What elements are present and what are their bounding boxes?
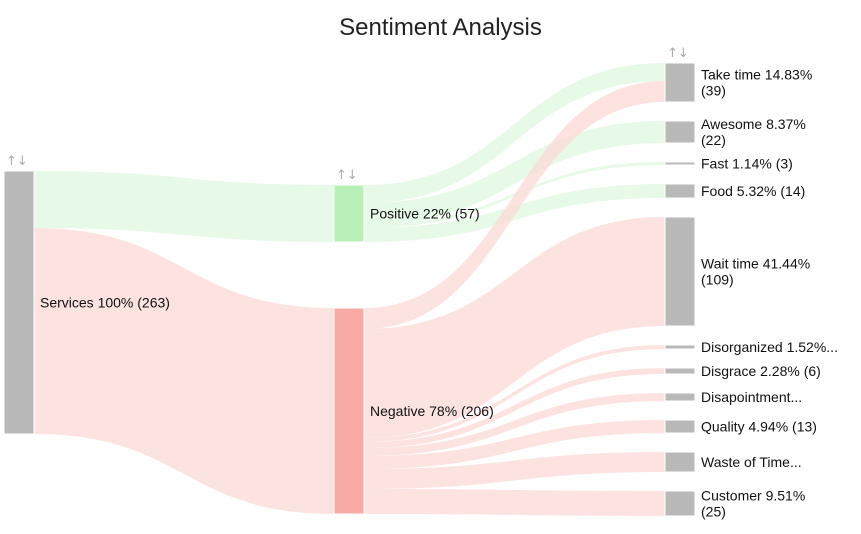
links-layer bbox=[34, 63, 665, 516]
node-positive[interactable] bbox=[333, 184, 365, 243]
link-negative-disappointment[interactable] bbox=[364, 393, 665, 456]
node-quality[interactable] bbox=[664, 419, 696, 434]
node-disappointment[interactable] bbox=[664, 392, 696, 402]
link-negative-waste_of_time[interactable] bbox=[364, 452, 665, 489]
node-label-awesome: (22) bbox=[701, 132, 726, 148]
node-disorganized[interactable] bbox=[664, 344, 696, 350]
node-take_time[interactable] bbox=[664, 62, 696, 103]
node-label-disgrace: Disgrace 2.28% (6) bbox=[701, 363, 821, 379]
node-label-wait_time: (109) bbox=[701, 272, 734, 288]
node-negative[interactable] bbox=[333, 307, 365, 515]
chart-title: Sentiment Analysis bbox=[339, 14, 542, 41]
sort-icon[interactable]: ↑↓ bbox=[6, 154, 28, 169]
sort-icon[interactable]: ↑↓ bbox=[336, 168, 358, 183]
link-negative-disorganized[interactable] bbox=[364, 345, 665, 442]
node-disgrace[interactable] bbox=[664, 367, 696, 375]
node-label-positive: Positive 22% (57) bbox=[370, 206, 480, 222]
node-awesome[interactable] bbox=[664, 120, 696, 144]
node-label-quality: Quality 4.94% (13) bbox=[701, 419, 817, 435]
node-wait_time[interactable] bbox=[664, 216, 696, 327]
labels-layer: Services 100% (263) Positive 22% (57) Nega… bbox=[40, 67, 838, 520]
node-food[interactable] bbox=[664, 183, 696, 199]
link-services-positive[interactable] bbox=[34, 171, 334, 242]
node-label-awesome: Awesome 8.37% bbox=[701, 116, 806, 132]
sort-icons-layer: ↑↓ ↑↓ ↑↓ bbox=[6, 46, 689, 183]
node-label-fast: Fast 1.14% (3) bbox=[701, 156, 793, 172]
sort-icon[interactable]: ↑↓ bbox=[667, 46, 689, 61]
node-label-waste_of_time: Waste of Time... bbox=[701, 454, 802, 470]
node-label-customer: (25) bbox=[701, 504, 726, 520]
link-services-negative[interactable] bbox=[34, 228, 334, 514]
node-label-services: Services 100% (263) bbox=[40, 295, 170, 311]
link-negative-wait_time[interactable] bbox=[364, 217, 665, 438]
link-negative-take_time[interactable] bbox=[364, 81, 665, 329]
node-label-disappointment: Disapointment... bbox=[701, 389, 802, 405]
nodes-layer bbox=[3, 62, 696, 517]
node-fast[interactable] bbox=[664, 161, 696, 166]
node-label-take_time: Take time 14.83% bbox=[701, 67, 812, 83]
link-positive-take_time[interactable] bbox=[364, 63, 665, 203]
node-services[interactable] bbox=[3, 170, 35, 435]
node-label-food: Food 5.32% (14) bbox=[701, 183, 805, 199]
node-label-negative: Negative 78% (206) bbox=[370, 403, 494, 419]
link-negative-quality[interactable] bbox=[364, 420, 665, 469]
link-positive-awesome[interactable] bbox=[364, 121, 665, 225]
node-label-wait_time: Wait time 41.44% bbox=[701, 256, 810, 272]
node-customer[interactable] bbox=[664, 490, 696, 517]
node-label-disorganized: Disorganized 1.52%... bbox=[701, 339, 838, 355]
link-negative-customer[interactable] bbox=[364, 489, 665, 516]
link-negative-disgrace[interactable] bbox=[364, 368, 665, 448]
node-label-take_time: (39) bbox=[701, 83, 726, 99]
node-waste_of_time[interactable] bbox=[664, 451, 696, 473]
node-label-customer: Customer 9.51% bbox=[701, 488, 805, 504]
